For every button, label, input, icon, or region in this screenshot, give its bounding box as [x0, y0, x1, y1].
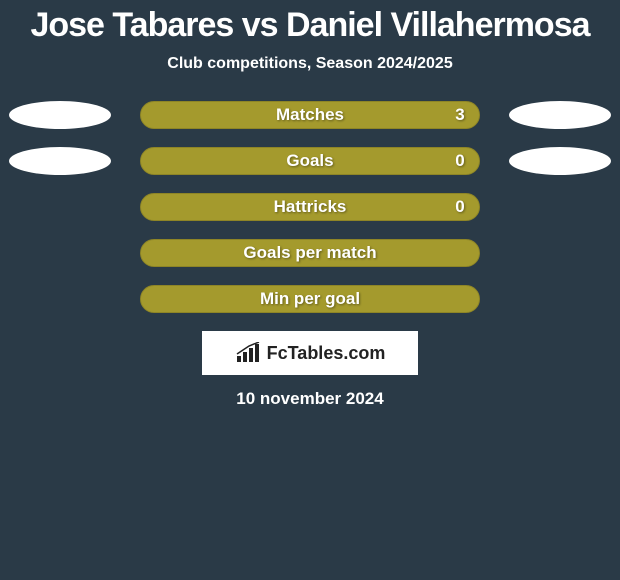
subtitle: Club competitions, Season 2024/2025: [0, 55, 620, 73]
stat-row: Min per goal: [0, 285, 620, 313]
stat-row: Goals per match: [0, 239, 620, 267]
stat-row: Matches 3: [0, 101, 620, 129]
left-ellipse: [9, 101, 111, 129]
stat-value: 0: [455, 197, 464, 217]
stat-label: Matches: [276, 105, 344, 125]
brand-text: FcTables.com: [267, 343, 386, 364]
brand-box: FcTables.com: [202, 331, 418, 375]
stat-bar: Goals 0: [140, 147, 480, 175]
stat-label: Goals: [286, 151, 333, 171]
stat-label: Hattricks: [274, 197, 347, 217]
stat-value: 3: [455, 105, 464, 125]
bar-chart-icon: [235, 342, 261, 364]
stat-bar: Hattricks 0: [140, 193, 480, 221]
stat-value: 0: [455, 151, 464, 171]
left-ellipse: [9, 147, 111, 175]
stats-container: Matches 3 Goals 0 Hattricks 0 Goals per match M…: [0, 101, 620, 313]
stat-bar: Min per goal: [140, 285, 480, 313]
stat-bar: Matches 3: [140, 101, 480, 129]
stat-bar: Goals per match: [140, 239, 480, 267]
page-title: Jose Tabares vs Daniel Villahermosa: [0, 0, 620, 45]
stat-label: Min per goal: [260, 289, 360, 309]
stat-row: Goals 0: [0, 147, 620, 175]
stat-row: Hattricks 0: [0, 193, 620, 221]
right-ellipse: [509, 147, 611, 175]
date-line: 10 november 2024: [0, 389, 620, 409]
stat-label: Goals per match: [243, 243, 376, 263]
right-ellipse: [509, 101, 611, 129]
